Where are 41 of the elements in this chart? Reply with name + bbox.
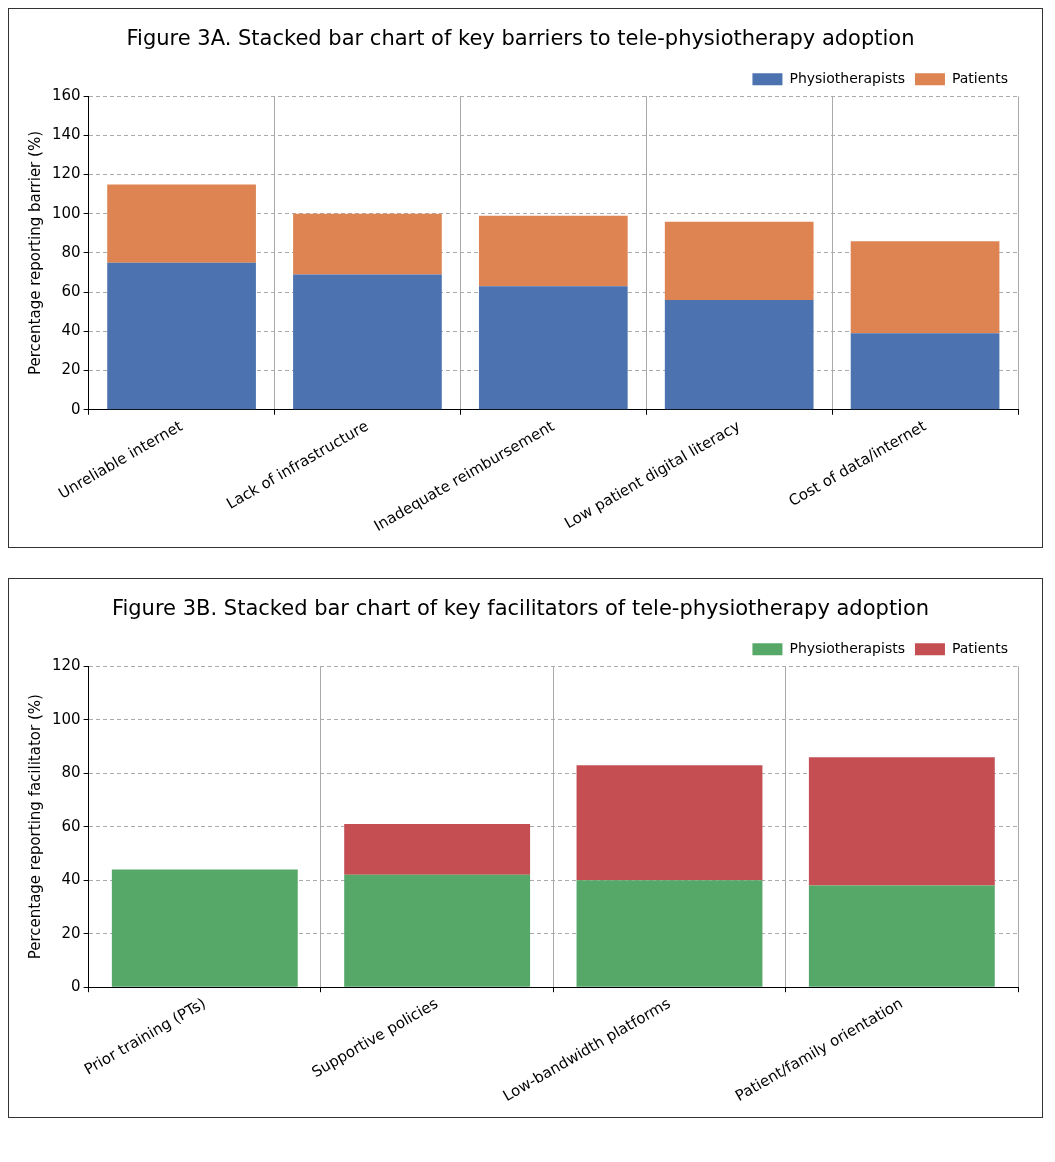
bar	[850, 241, 1000, 334]
bar	[808, 885, 995, 987]
y-tick-label: 100	[51, 203, 81, 222]
bar	[478, 215, 628, 287]
y-tick-label: 40	[61, 870, 81, 889]
y-tick-label: 20	[61, 923, 81, 942]
bar	[107, 184, 256, 263]
legend-label: Patients	[951, 639, 1009, 656]
y-tick-label: 120	[51, 656, 81, 675]
y-tick-label: 80	[61, 242, 81, 261]
y-tick-label: 0	[71, 399, 81, 418]
bar	[576, 880, 763, 987]
y-axis-title: Percentage reporting facilitator (%)	[25, 694, 44, 960]
legend-label: Patients	[951, 69, 1009, 86]
bar	[293, 213, 442, 275]
bar	[664, 300, 814, 410]
bar	[111, 869, 298, 987]
legend-label: Physiotherapists	[789, 639, 905, 656]
bar	[808, 757, 995, 886]
y-tick-label: 60	[61, 816, 81, 835]
y-tick-label: 0	[71, 977, 81, 996]
y-tick-label: 140	[51, 125, 81, 144]
y-tick-label: 40	[61, 321, 81, 340]
bar	[293, 274, 442, 410]
legend-label: Physiotherapists	[789, 69, 905, 86]
y-axis-title: Percentage reporting barrier (%)	[25, 130, 44, 375]
y-tick-label: 80	[61, 763, 81, 782]
y-tick-label: 20	[61, 360, 81, 379]
y-tick-label: 120	[51, 164, 81, 183]
bar	[478, 286, 628, 410]
bar	[107, 262, 256, 410]
bar	[344, 874, 531, 987]
y-tick-label: 160	[51, 86, 81, 105]
chart-title: Figure 3A. Stacked bar chart of key barriers to tele-physiotherapy adoption	[126, 26, 915, 51]
bar	[576, 765, 763, 881]
bar	[850, 333, 1000, 410]
bar	[664, 221, 814, 301]
y-tick-label: 60	[61, 282, 81, 301]
y-tick-label: 100	[51, 709, 81, 728]
bar	[344, 824, 531, 875]
chart-title: Figure 3B. Stacked bar chart of key facilitators of tele-physiotherapy adoption	[111, 596, 930, 621]
